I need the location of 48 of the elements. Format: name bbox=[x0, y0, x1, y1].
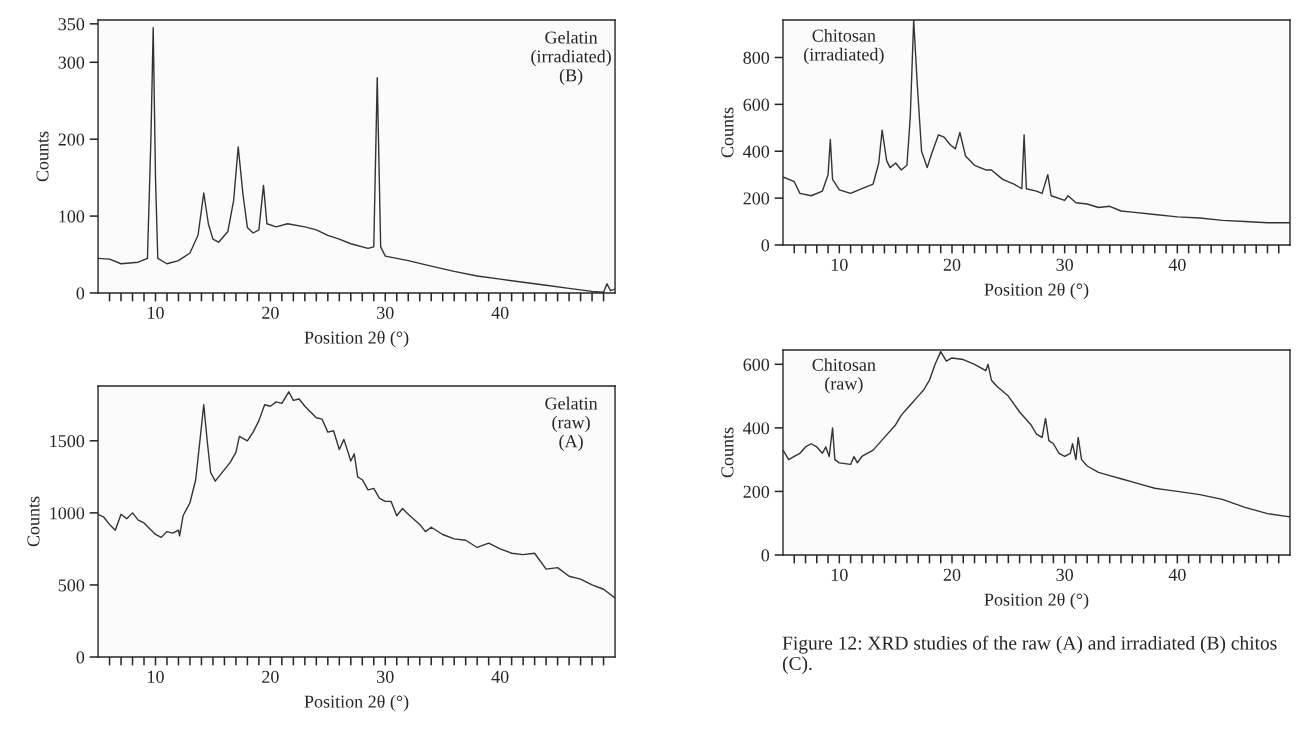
y-tick-label: 100 bbox=[59, 210, 85, 223]
x-tick-label: 20 bbox=[262, 306, 279, 319]
x-tick-label: 10 bbox=[831, 258, 848, 271]
y-tick-label: 0 bbox=[761, 549, 770, 562]
y-axis-title: Counts bbox=[721, 427, 734, 478]
x-axis-title: Position 2θ (°) bbox=[984, 282, 1089, 300]
x-tick-label: 20 bbox=[943, 568, 961, 581]
y-tick-label: 600 bbox=[743, 358, 770, 371]
y-tick-label: 400 bbox=[743, 145, 770, 158]
y-tick-label: 600 bbox=[743, 98, 770, 111]
x-tick-label: 40 bbox=[491, 306, 509, 319]
caption: Figure 12: XRD studies of the raw (A) and irradiated (B) chitos (C). bbox=[782, 635, 1277, 674]
x-tick-label: 30 bbox=[377, 670, 394, 683]
y-tick-label: 0 bbox=[761, 239, 770, 252]
annotation: Chitosan (irradiated) bbox=[804, 28, 884, 65]
y-tick-label: 200 bbox=[743, 192, 770, 205]
y-tick-label: 0 bbox=[76, 651, 85, 664]
x-tick-label: 40 bbox=[1168, 258, 1186, 271]
y-axis-title: Counts bbox=[27, 496, 40, 547]
line-series bbox=[98, 391, 616, 599]
x-tick-label: 10 bbox=[148, 306, 164, 319]
y-tick-label: 350 bbox=[58, 18, 85, 31]
y-tick-label: 0 bbox=[76, 287, 85, 300]
y-tick-label: 500 bbox=[58, 579, 85, 592]
y-axis-title: Counts bbox=[36, 131, 49, 182]
annotation: Chitosan (raw) bbox=[812, 358, 876, 394]
y-tick-label: 400 bbox=[743, 422, 770, 435]
y-tick-label: 1500 bbox=[50, 435, 85, 448]
x-tick-label: 10 bbox=[148, 670, 164, 683]
y-tick-label: 200 bbox=[58, 133, 85, 146]
x-axis-title: Position 2θ (°) bbox=[304, 694, 409, 712]
x-axis-title: Position 2θ (°) bbox=[984, 592, 1089, 610]
y-tick-label: 800 bbox=[743, 51, 770, 64]
annotation: Gelatin (irradiated) (B) bbox=[531, 30, 611, 86]
y-axis-title: Counts bbox=[721, 107, 734, 158]
x-tick-label: 30 bbox=[1056, 568, 1073, 581]
y-tick-label: 300 bbox=[58, 56, 85, 69]
x-tick-label: 20 bbox=[262, 670, 279, 683]
x-tick-label: 10 bbox=[831, 568, 848, 581]
x-axis-title: Position 2θ (°) bbox=[304, 330, 409, 348]
x-tick-label: 30 bbox=[377, 306, 394, 319]
y-tick-label: 200 bbox=[743, 485, 770, 498]
x-tick-label: 20 bbox=[943, 258, 961, 271]
x-tick-label: 40 bbox=[491, 670, 509, 683]
x-tick-label: 30 bbox=[1056, 258, 1073, 271]
x-tick-label: 40 bbox=[1168, 568, 1186, 581]
y-tick-label: 1000 bbox=[50, 507, 85, 520]
annotation: Gelatin (raw) (A) bbox=[545, 396, 598, 451]
